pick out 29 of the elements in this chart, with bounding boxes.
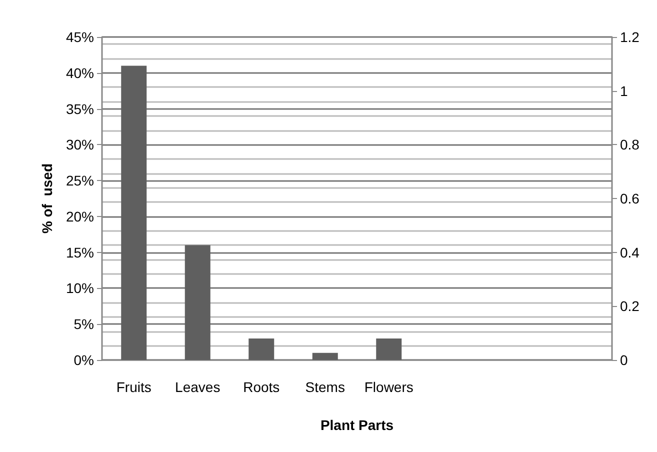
x-axis-title: Plant Parts xyxy=(320,417,394,433)
x-tick-label: Stems xyxy=(305,379,345,395)
y-tick-label: 40% xyxy=(66,64,94,81)
bar xyxy=(184,245,210,360)
y2-tick-label: 0 xyxy=(620,352,628,368)
bar xyxy=(376,338,402,360)
y-tick-label: 5% xyxy=(74,316,94,332)
y-tick-label: 35% xyxy=(66,100,94,117)
x-tick-label: Fruits xyxy=(116,379,152,395)
y2-tick-label: 0.8 xyxy=(620,136,640,153)
y-tick-label: 45% xyxy=(66,29,94,45)
x-tick-label: Flowers xyxy=(364,379,414,395)
x-tick-label: Roots xyxy=(243,379,280,395)
bar xyxy=(312,352,338,360)
y-tick-label: 25% xyxy=(66,172,94,189)
y2-tick-label: 1 xyxy=(620,82,628,99)
y-tick-label: 15% xyxy=(66,244,94,260)
bar xyxy=(121,66,147,360)
y2-tick-label: 1.2 xyxy=(620,29,640,45)
y2-tick-label: 0.2 xyxy=(620,298,640,314)
y-tick-label: 30% xyxy=(66,136,94,153)
y-tick-label: 10% xyxy=(66,280,94,296)
bar xyxy=(248,338,274,360)
y2-tick-label: 0.6 xyxy=(620,190,640,206)
y-axis-title: % of used xyxy=(39,163,55,234)
y-tick-label: 0% xyxy=(74,352,94,368)
y2-tick-label: 0.4 xyxy=(620,244,640,260)
x-tick-label: Leaves xyxy=(175,379,220,395)
y-tick-label: 20% xyxy=(66,208,94,224)
